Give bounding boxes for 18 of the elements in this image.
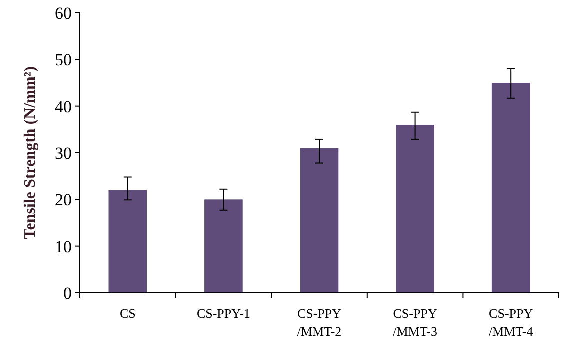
y-axis-title: Tensile Strength (N/mm²) [22,66,39,240]
x-tick-label: CS-PPY /MMT-4 [488,306,534,339]
x-tick-label: CS-PPY-1 [196,306,250,321]
bar [396,125,434,293]
x-tick-label: CS-PPY /MMT-3 [393,306,438,339]
x-tick-label: CS-PPY /MMT-2 [297,306,342,339]
y-tick-label: 60 [55,4,72,23]
y-tick-label: 50 [55,50,72,70]
y-tick-label: 30 [55,144,72,163]
bar [492,83,530,293]
y-tick-label: 20 [55,190,72,210]
y-tick-label: 0 [64,284,72,303]
bar [300,148,339,293]
y-tick-label: 40 [55,97,72,116]
bar [204,200,243,293]
bar [108,190,148,293]
x-tick-label: CS [120,306,136,321]
y-tick-label: 10 [55,237,72,256]
